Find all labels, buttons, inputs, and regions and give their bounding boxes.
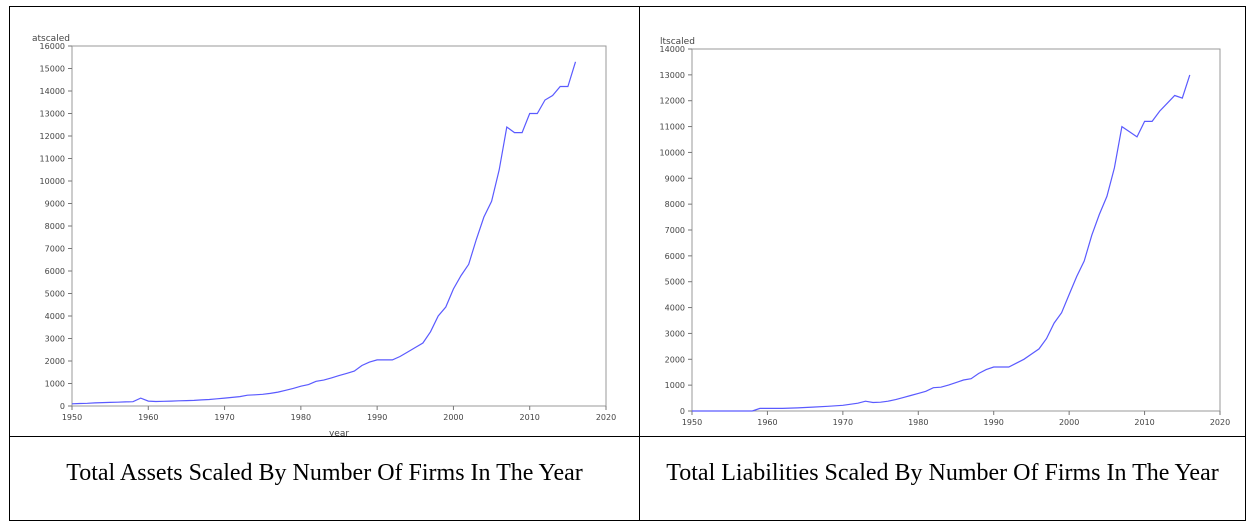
x-tick-label: 1980: [291, 413, 311, 422]
liabilities-line-chart: 0 1000 2000 3000 4000 5000 6000 7000 8000 9000 100…: [660, 37, 1231, 436]
assets-line-chart: 0 1000 2000 3000 4000 5000 6000 7000 8000 9000 100…: [32, 34, 616, 436]
x-tick-label: 1990: [367, 413, 387, 422]
y-tick-label: 8000: [665, 200, 685, 209]
y-tick-label: 10000: [660, 148, 685, 157]
x-tick-label: 2000: [443, 413, 463, 422]
y-tick-label: 12000: [40, 132, 65, 141]
y-tick-label: 15000: [40, 65, 65, 74]
y-tick-label: 14000: [660, 45, 685, 54]
x-tick-label: 1950: [682, 418, 702, 427]
x-tick-label: 1960: [757, 418, 777, 427]
y-tick-label: 1000: [665, 381, 685, 390]
y-tick-label: 3000: [45, 335, 65, 344]
y-tick-label: 2000: [45, 357, 65, 366]
y-tick-label: 12000: [660, 97, 685, 106]
chart-cell-assets: 0 1000 2000 3000 4000 5000 6000 7000 8000 9000 100…: [9, 6, 640, 437]
x-tick-label: 1970: [833, 418, 853, 427]
y-tick-label: 8000: [45, 222, 65, 231]
y-tick-label: 1000: [45, 380, 65, 389]
x-axis-label: year: [329, 429, 349, 436]
y-tick-label: 10000: [40, 177, 65, 186]
series-line: [692, 74, 1191, 412]
x-tick-label: 1990: [984, 418, 1004, 427]
y-tick-label: 14000: [40, 87, 65, 96]
y-tick-label: 13000: [40, 110, 65, 119]
y-tick-label: 3000: [665, 329, 685, 338]
y-tick-label: 0: [680, 407, 685, 416]
x-tick-label: 2010: [520, 413, 540, 422]
x-tick-label: 2020: [1210, 418, 1230, 427]
y-tick-label: 6000: [665, 252, 685, 261]
caption-liabilities: Total Liabilities Scaled By Number Of Fi…: [666, 460, 1219, 486]
y-axis-label: ltscaled: [660, 37, 695, 47]
chart-cell-liabilities: 0 1000 2000 3000 4000 5000 6000 7000 8000 9000 100…: [639, 6, 1246, 437]
x-tick-label: 2000: [1059, 418, 1079, 427]
y-tick-label: 16000: [40, 42, 65, 51]
y-tick-label: 0: [60, 402, 65, 411]
caption-assets: Total Assets Scaled By Number Of Firms I…: [66, 460, 583, 486]
y-tick-label: 5000: [665, 278, 685, 287]
plot-frame: [71, 45, 607, 407]
caption-cell-assets: Total Assets Scaled By Number Of Firms I…: [9, 436, 640, 521]
y-tick-label: 7000: [45, 245, 65, 254]
x-tick-label: 2020: [596, 413, 616, 422]
x-tick-label: 1950: [62, 413, 82, 422]
y-tick-label: 4000: [45, 312, 65, 321]
y-axis-label: atscaled: [32, 34, 70, 44]
plot-frame: [691, 48, 1221, 412]
y-tick-label: 2000: [665, 355, 685, 364]
y-tick-label: 11000: [40, 155, 65, 164]
x-tick-label: 2010: [1134, 418, 1154, 427]
y-tick-label: 4000: [665, 304, 685, 313]
series-line: [71, 61, 577, 405]
y-tick-label: 5000: [45, 290, 65, 299]
x-tick-label: 1970: [214, 413, 234, 422]
y-tick-label: 11000: [660, 123, 685, 132]
x-tick-label: 1980: [908, 418, 928, 427]
x-axis-label: year: [946, 434, 966, 436]
y-tick-label: 7000: [665, 226, 685, 235]
caption-cell-liabilities: Total Liabilities Scaled By Number Of Fi…: [639, 436, 1246, 521]
x-tick-label: 1960: [138, 413, 158, 422]
y-tick-label: 9000: [45, 200, 65, 209]
y-tick-label: 13000: [660, 71, 685, 80]
y-tick-label: 6000: [45, 267, 65, 276]
y-tick-label: 9000: [665, 174, 685, 183]
